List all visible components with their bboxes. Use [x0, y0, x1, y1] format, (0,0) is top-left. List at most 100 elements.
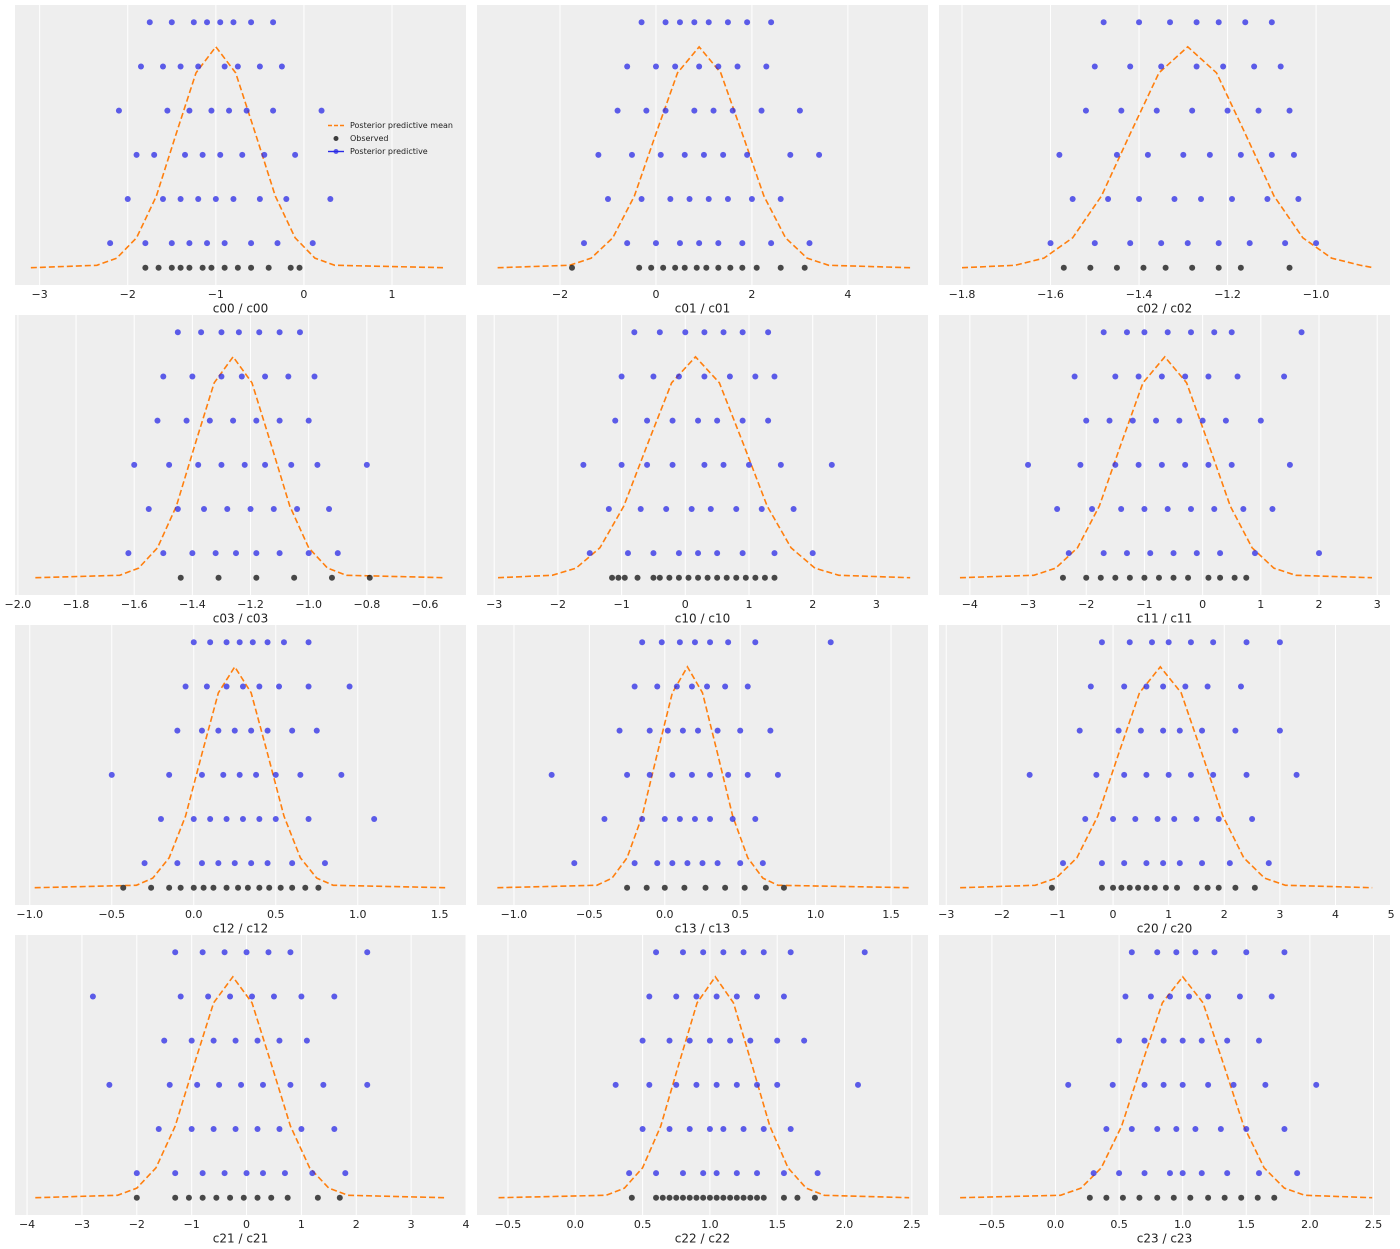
- x-tick-label: 2: [1316, 598, 1323, 611]
- x-axis-label: c13 / c13: [675, 922, 730, 936]
- posterior-predictive-point: [1210, 639, 1217, 646]
- posterior-predictive-point: [186, 240, 193, 247]
- posterior-predictive-point: [1054, 506, 1061, 512]
- posterior-predictive-point: [223, 816, 230, 822]
- posterior-predictive-point: [327, 196, 334, 202]
- posterior-predictive-point: [198, 860, 205, 867]
- posterior-predictive-point: [1127, 240, 1134, 247]
- posterior-predictive-point: [166, 461, 173, 468]
- posterior-predictive-point: [646, 1081, 653, 1088]
- observed-point: [1185, 574, 1192, 581]
- posterior-predictive-point: [1122, 993, 1129, 1000]
- posterior-predictive-point: [133, 1170, 140, 1177]
- observed-point: [268, 1194, 275, 1201]
- posterior-predictive-point: [217, 151, 224, 158]
- posterior-predictive-point: [710, 107, 717, 114]
- posterior-predictive-point: [364, 949, 371, 956]
- posterior-predictive-point: [679, 727, 686, 734]
- posterior-predictive-point: [198, 771, 205, 778]
- posterior-predictive-point: [1286, 107, 1293, 114]
- posterior-predictive-point: [174, 860, 181, 867]
- posterior-predictive-point: [666, 1037, 673, 1044]
- observed-point: [215, 574, 222, 581]
- posterior-predictive-point: [586, 550, 593, 557]
- posterior-predictive-point: [650, 373, 657, 380]
- posterior-predictive-point: [248, 240, 255, 247]
- posterior-predictive-point: [1269, 506, 1276, 512]
- posterior-predictive-point: [1251, 63, 1258, 70]
- posterior-predictive-point: [1224, 107, 1231, 114]
- posterior-predictive-point: [1182, 683, 1189, 690]
- posterior-predictive-point: [1199, 860, 1206, 867]
- posterior-predictive-point: [1153, 107, 1160, 114]
- observed-point: [733, 1194, 740, 1201]
- posterior-predictive-point: [701, 329, 708, 336]
- posterior-predictive-point: [89, 993, 96, 1000]
- x-axis-label: c00 / c00: [213, 302, 268, 316]
- posterior-predictive-point: [765, 329, 772, 336]
- observed-point: [244, 884, 251, 891]
- posterior-predictive-point: [256, 196, 263, 202]
- x-tick-label: 0: [300, 288, 307, 301]
- posterior-predictive-point: [1215, 240, 1222, 247]
- posterior-predictive-point: [720, 461, 727, 468]
- observed-point: [1098, 884, 1105, 891]
- posterior-predictive-point: [595, 151, 602, 158]
- posterior-predictive-point: [1089, 506, 1096, 512]
- posterior-predictive-point: [733, 506, 740, 512]
- posterior-predictive-point: [626, 1170, 633, 1177]
- observed-point: [811, 1194, 818, 1201]
- posterior-predictive-point: [1268, 993, 1275, 1000]
- posterior-predictive-point: [1121, 771, 1128, 778]
- posterior-predictive-point: [189, 550, 196, 557]
- posterior-predictive-point: [1268, 19, 1275, 26]
- observed-point: [624, 884, 631, 891]
- posterior-predictive-point: [694, 727, 701, 734]
- posterior-predictive-point: [612, 1081, 619, 1088]
- posterior-predictive-point: [763, 63, 770, 70]
- posterior-predictive-point: [701, 373, 708, 380]
- x-tick-label: −1: [184, 1218, 200, 1231]
- posterior-predictive-point: [182, 683, 189, 690]
- x-tick-label: 2.0: [836, 1218, 854, 1231]
- observed-point: [190, 884, 197, 891]
- posterior-predictive-point: [1179, 1170, 1186, 1177]
- posterior-predictive-point: [699, 860, 706, 867]
- posterior-predictive-point: [624, 63, 631, 70]
- posterior-predictive-point: [227, 993, 234, 1000]
- x-tick-label: −1.4: [179, 598, 206, 611]
- posterior-predictive-point: [309, 1170, 316, 1177]
- x-tick-label: 3: [873, 598, 880, 611]
- x-tick-label: −0.5: [576, 908, 603, 921]
- x-tick-label: −0.5: [98, 908, 125, 921]
- posterior-predictive-point: [186, 107, 193, 114]
- posterior-predictive-point: [1184, 240, 1191, 247]
- x-tick-label: −1.8: [63, 598, 90, 611]
- posterior-predictive-point: [1071, 373, 1078, 380]
- posterior-predictive-point: [1141, 506, 1148, 512]
- posterior-predictive-point: [207, 639, 214, 646]
- posterior-predictive-point: [1116, 1170, 1123, 1177]
- x-tick-label: 0.5: [634, 1218, 652, 1231]
- posterior-predictive-point: [1180, 151, 1187, 158]
- posterior-predictive-point: [1141, 1037, 1148, 1044]
- posterior-predictive-point: [1154, 1126, 1161, 1132]
- posterior-predictive-point: [1228, 196, 1235, 202]
- observed-point: [753, 264, 760, 271]
- posterior-predictive-point: [1192, 949, 1199, 956]
- posterior-predictive-point: [232, 1126, 239, 1132]
- observed-point: [713, 1194, 720, 1201]
- observed-point: [1271, 1194, 1278, 1201]
- x-tick-label: −1.0: [1303, 288, 1330, 301]
- posterior-predictive-point: [673, 993, 680, 1000]
- posterior-predictive-point: [264, 727, 271, 734]
- observed-point: [120, 884, 127, 891]
- posterior-predictive-point: [759, 860, 766, 867]
- posterior-predictive-point: [154, 417, 161, 424]
- x-tick-label: 0.0: [185, 908, 203, 921]
- x-tick-label: −1.0: [501, 908, 528, 921]
- observed-point: [302, 884, 309, 891]
- observed-point: [706, 1194, 713, 1201]
- observed-point: [733, 574, 740, 581]
